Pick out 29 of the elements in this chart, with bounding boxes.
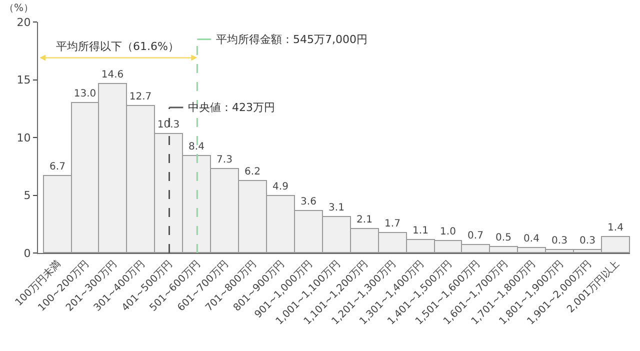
data-label: 13.0 [74,88,96,100]
y-tick-label: 20 [16,16,31,29]
data-label: 0.3 [580,236,596,246]
data-label: 12.7 [129,92,152,102]
data-label: 6.2 [244,166,260,178]
data-label: 1.4 [608,222,624,234]
data-label: 6.7 [50,162,66,172]
data-label: 1.0 [440,226,456,238]
y-tick-label: 10 [16,131,31,144]
data-label: 1.7 [384,218,400,230]
data-label: 14.6 [101,70,124,80]
data-label: 0.3 [552,236,568,246]
ref-line-label: 中央値：423万円 [188,101,275,114]
data-label: 3.1 [328,202,344,214]
data-label: 0.4 [524,234,540,244]
data-label: 7.3 [216,154,232,166]
data-label: 0.5 [496,232,512,244]
y-axis-title: （%） [4,3,34,14]
data-label: 2.1 [356,214,372,226]
y-tick-label: 15 [16,74,31,87]
data-label: 1.1 [412,226,428,236]
y-tick-label: 0 [24,246,31,260]
y-tick-label: 5 [24,189,31,202]
data-label: 0.7 [468,230,484,242]
ref-line-label: 平均所得金額：545万7,000円 [216,33,368,46]
data-label: 8.4 [188,142,204,152]
data-label: 4.9 [272,182,288,192]
annotation: 平均所得以下（61.6%） [56,40,179,53]
data-label: 3.6 [300,196,316,208]
